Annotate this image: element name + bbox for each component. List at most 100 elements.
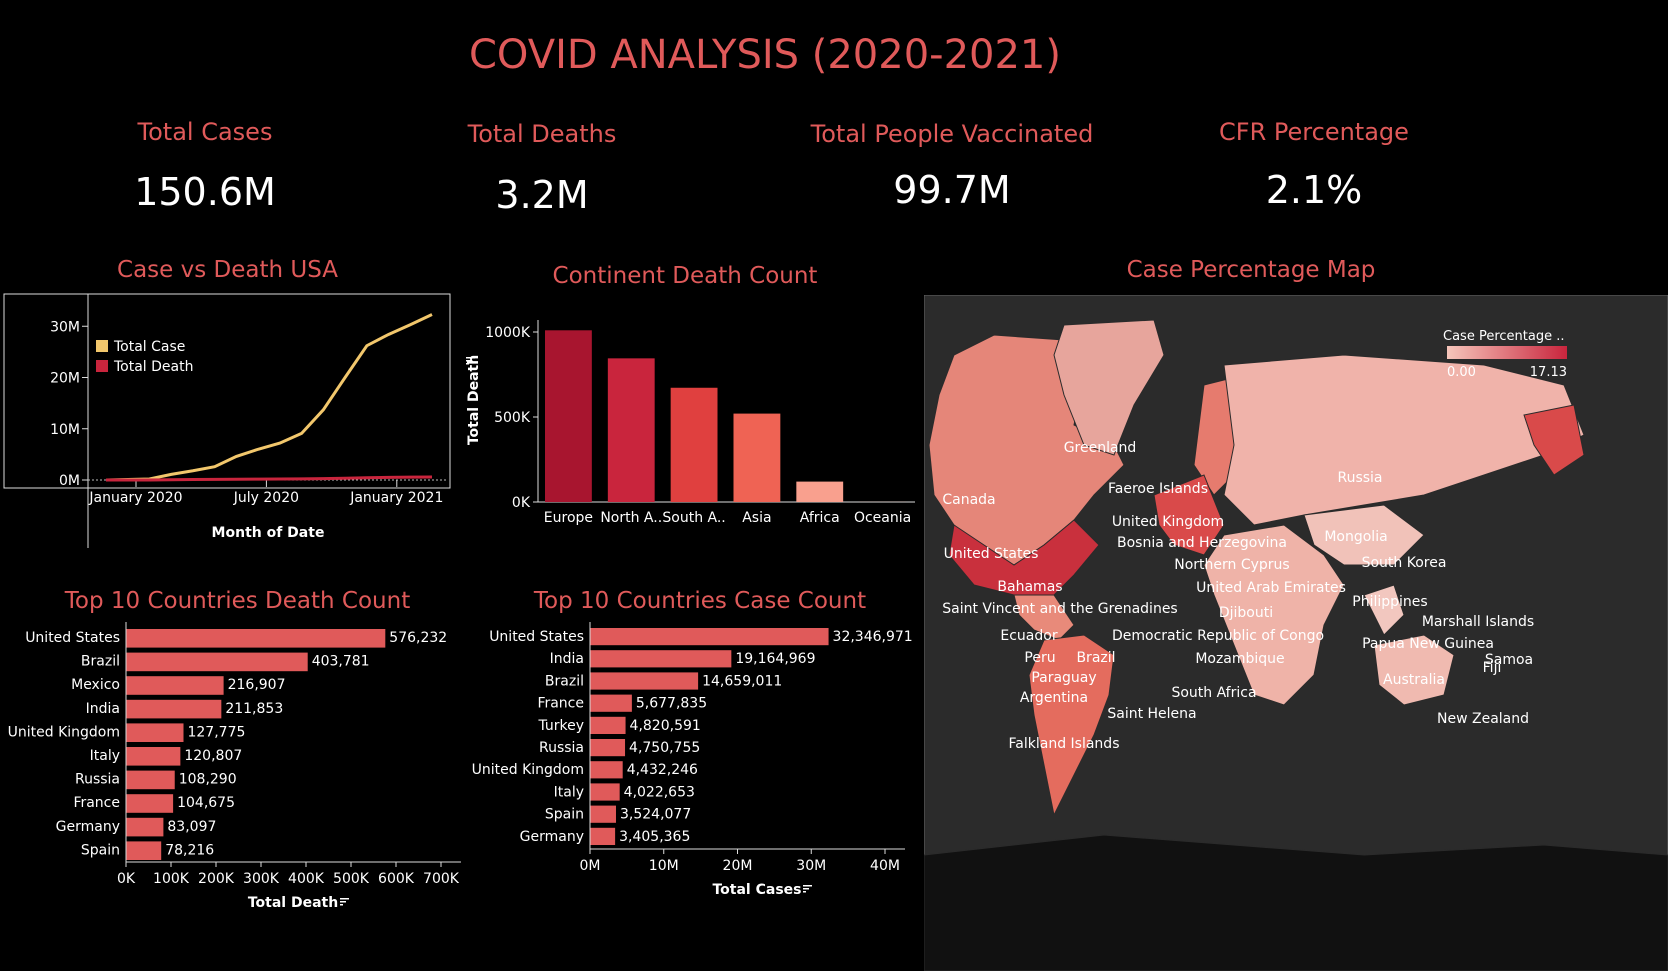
- death-top10-country-label: United Kingdom: [8, 724, 120, 740]
- case-top10-bar[interactable]: [590, 694, 632, 712]
- case-top10-value-label: 4,022,653: [624, 784, 695, 800]
- line-chart-y-tick-label: 20M: [50, 371, 80, 387]
- continent-bar[interactable]: [607, 358, 655, 502]
- case-top10-chart: United States 32,346,971 India 19,164,969 Br…: [472, 622, 913, 898]
- kpi-total-deaths-label: Total Deaths: [467, 120, 617, 148]
- line-chart-x-tick-label: January 2020: [88, 490, 182, 506]
- case-top10-value-label: 5,677,835: [636, 696, 707, 712]
- case-top10-value-label: 3,405,365: [619, 829, 690, 845]
- case-top10-value-label: 4,432,246: [627, 762, 698, 778]
- death-top10-value-label: 403,781: [312, 654, 370, 670]
- kpi-total-cases-value: 150.6M: [134, 170, 276, 214]
- death-top10-country-label: Mexico: [71, 677, 120, 693]
- sort-icon[interactable]: [803, 885, 812, 893]
- legend-swatch: [96, 360, 108, 372]
- case-top10-country-label: France: [537, 696, 584, 712]
- death-top10-x-tick-label: 100K: [153, 871, 190, 887]
- continent-y-tick-label: 1000K: [485, 325, 531, 341]
- sort-icon[interactable]: [466, 357, 475, 365]
- legend-label: Total Death: [113, 359, 193, 375]
- case-top10-value-label: 14,659,011: [702, 673, 782, 689]
- map-country-label: Greenland: [1064, 440, 1137, 456]
- map-country-label: Saint Vincent and the Grenadines: [942, 601, 1177, 617]
- map-country-label: Papua New Guinea: [1362, 636, 1494, 652]
- case-top10-bar[interactable]: [590, 628, 829, 646]
- death-top10-value-label: 104,675: [177, 795, 235, 811]
- map-country-label: Canada: [942, 492, 995, 508]
- map-country-label: Australia: [1383, 672, 1445, 688]
- map-country-label: Peru: [1024, 650, 1055, 666]
- kpi-cfr-value: 2.1%: [1265, 168, 1363, 212]
- map-country-label: Brazil: [1076, 650, 1115, 666]
- death-top10-country-label: India: [86, 701, 120, 717]
- case-top10-bar[interactable]: [590, 761, 623, 779]
- death-top10-value-label: 78,216: [165, 842, 214, 858]
- death-top10-bar[interactable]: [126, 817, 164, 837]
- map-country-label: Philippines: [1352, 594, 1427, 610]
- death-top10-bar[interactable]: [126, 747, 181, 766]
- line-chart-x-tick-label: January 2021: [349, 490, 443, 506]
- map-legend-gradient: [1447, 346, 1567, 359]
- death-top10-bar[interactable]: [126, 652, 308, 672]
- sort-icon[interactable]: [340, 898, 349, 906]
- case-top10-x-tick-label: 0M: [580, 858, 601, 874]
- line-chart-x-axis-title: Month of Date: [212, 525, 325, 541]
- case-top10-bar[interactable]: [590, 805, 616, 823]
- case-top10-country-label: Spain: [545, 807, 584, 823]
- continent-bar-label: Asia: [742, 510, 771, 526]
- death-top10-x-tick-label: 600K: [378, 871, 415, 887]
- map-country-label: Mongolia: [1324, 529, 1387, 545]
- line-chart-frame: [3, 293, 451, 489]
- case-top10-bar[interactable]: [590, 716, 626, 734]
- death-top10-bar[interactable]: [126, 699, 222, 719]
- case-top10-x-tick-label: 10M: [649, 858, 679, 874]
- map-country-label: Bahamas: [997, 579, 1062, 595]
- case-top10-bar[interactable]: [590, 672, 699, 690]
- death-top10-bar[interactable]: [126, 629, 386, 648]
- death-top10-bar[interactable]: [126, 723, 184, 742]
- continent-chart-title: Continent Death Count: [552, 263, 818, 289]
- death-top10-x-axis-title: Total Death: [248, 895, 338, 911]
- death-top10-bar[interactable]: [126, 841, 162, 860]
- case-top10-bar[interactable]: [590, 650, 732, 668]
- map-country-label: Ecuador: [1000, 628, 1057, 644]
- continent-bar[interactable]: [670, 387, 718, 502]
- case-top10-x-tick-label: 40M: [870, 858, 900, 874]
- death-top10-bar[interactable]: [126, 676, 224, 695]
- continent-bar[interactable]: [796, 481, 844, 502]
- case-top10-x-tick-label: 30M: [796, 858, 826, 874]
- case-top10-bar[interactable]: [590, 739, 626, 757]
- case-percentage-map[interactable]: Case Percentage .. 0.00 17.13 Greenland C…: [924, 295, 1668, 971]
- map-country-label: Fiji: [1483, 660, 1502, 676]
- death-top10-x-tick-label: 500K: [333, 871, 370, 887]
- kpi-total-deaths-value: 3.2M: [495, 173, 589, 217]
- death-top10-country-label: Spain: [81, 842, 120, 858]
- line-chart-y-tick-label: 30M: [50, 319, 80, 335]
- continent-bar[interactable]: [733, 413, 781, 502]
- map-country-label: Bosnia and Herzegovina: [1117, 535, 1287, 551]
- death-top10-bar[interactable]: [126, 770, 175, 790]
- map-country-label: Paraguay: [1031, 670, 1096, 686]
- death-top10-value-label: 120,807: [184, 748, 242, 764]
- case-top10-bar[interactable]: [590, 827, 616, 845]
- map-country-label: Samoa: [1485, 652, 1533, 668]
- case-top10-value-label: 4,820,591: [630, 718, 701, 734]
- map-country-label: Mozambique: [1195, 651, 1284, 667]
- continent-bar-label: North A..: [600, 510, 662, 526]
- map-country-label: Democratic Republic of Congo: [1112, 628, 1324, 644]
- case-top10-country-label: United States: [489, 629, 584, 645]
- death-top10-country-label: Italy: [90, 748, 120, 764]
- death-top10-value-label: 83,097: [167, 819, 216, 835]
- case-top10-bar[interactable]: [590, 783, 620, 801]
- case-top10-value-label: 3,524,077: [620, 807, 691, 823]
- death-top10-x-tick-label: 700K: [423, 871, 460, 887]
- map-country-label: Argentina: [1020, 690, 1088, 706]
- continent-bar-label: Africa: [800, 510, 840, 526]
- kpi-vaccinated-value: 99.7M: [893, 168, 1011, 212]
- case-top10-x-tick-label: 20M: [723, 858, 753, 874]
- continent-bar[interactable]: [545, 330, 592, 502]
- death-top10-bar[interactable]: [126, 794, 174, 813]
- line-chart-y-tick-label: 0M: [59, 473, 80, 489]
- case-top10-country-label: Brazil: [545, 673, 584, 689]
- line-series-total-death: [106, 475, 433, 482]
